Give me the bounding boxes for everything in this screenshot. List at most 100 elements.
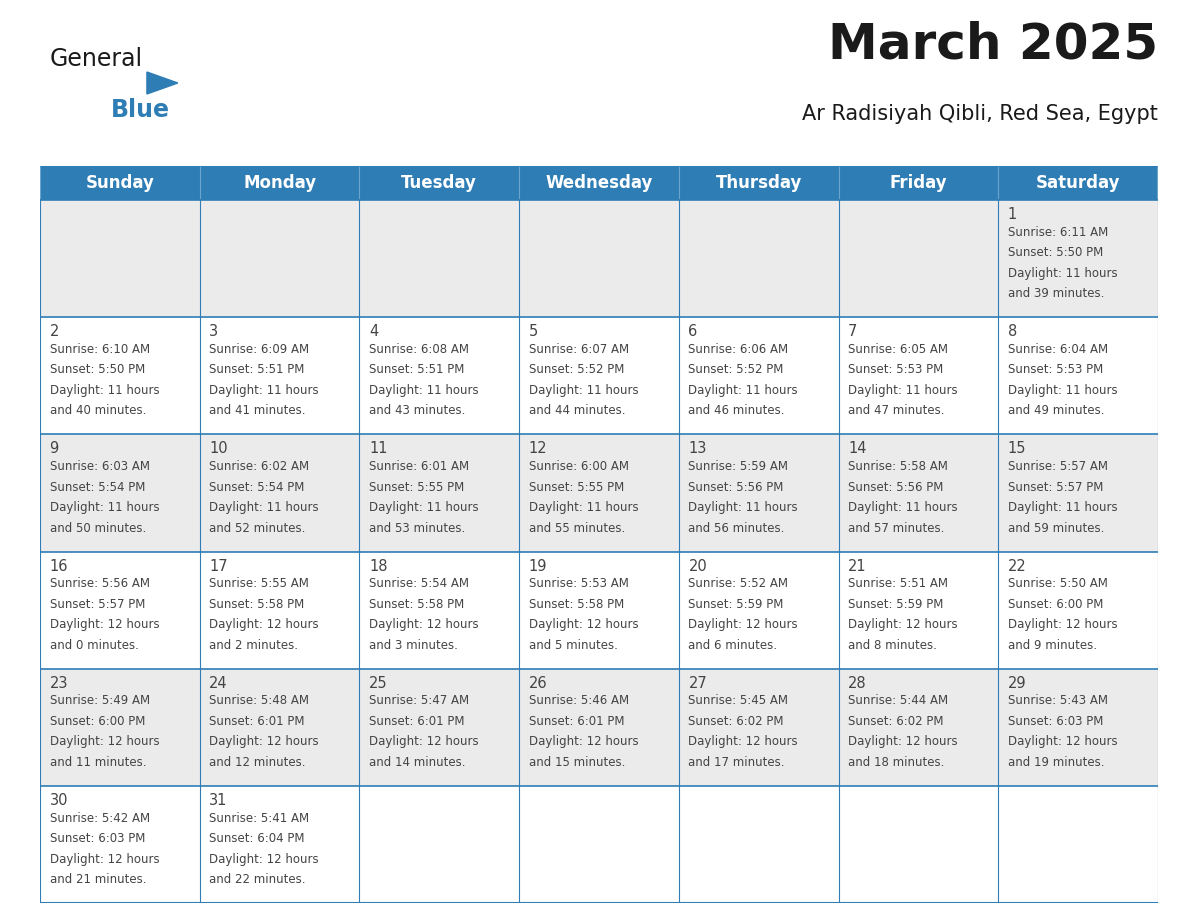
Text: Sunset: 5:56 PM: Sunset: 5:56 PM [688, 481, 784, 494]
Text: Sunset: 5:53 PM: Sunset: 5:53 PM [1007, 364, 1104, 376]
Bar [200, 200, 360, 317]
Text: Daylight: 11 hours: Daylight: 11 hours [50, 501, 159, 514]
Text: Sunrise: 5:53 AM: Sunrise: 5:53 AM [529, 577, 628, 590]
Text: Sunrise: 6:01 AM: Sunrise: 6:01 AM [369, 460, 469, 473]
Text: and 49 minutes.: and 49 minutes. [1007, 405, 1105, 418]
Bar [40, 668, 200, 786]
Text: 27: 27 [688, 676, 707, 690]
Text: Sunset: 6:02 PM: Sunset: 6:02 PM [688, 715, 784, 728]
Bar [519, 166, 678, 200]
Text: Daylight: 11 hours: Daylight: 11 hours [848, 501, 958, 514]
Bar [998, 786, 1158, 903]
Text: 3: 3 [209, 324, 219, 339]
Text: Sunset: 5:56 PM: Sunset: 5:56 PM [848, 481, 943, 494]
Text: Sunrise: 6:11 AM: Sunrise: 6:11 AM [1007, 226, 1108, 239]
Text: and 8 minutes.: and 8 minutes. [848, 639, 937, 652]
Bar [360, 317, 519, 434]
Bar [839, 668, 998, 786]
Text: 12: 12 [529, 442, 548, 456]
Text: 1: 1 [1007, 207, 1017, 222]
Bar [678, 166, 839, 200]
Text: and 11 minutes.: and 11 minutes. [50, 756, 146, 769]
Text: Sunset: 5:59 PM: Sunset: 5:59 PM [848, 598, 943, 610]
Text: Daylight: 11 hours: Daylight: 11 hours [1007, 267, 1118, 280]
Text: Sunset: 5:58 PM: Sunset: 5:58 PM [209, 598, 304, 610]
Text: Sunset: 5:51 PM: Sunset: 5:51 PM [209, 364, 304, 376]
Bar [200, 552, 360, 668]
Text: and 59 minutes.: and 59 minutes. [1007, 521, 1104, 534]
Text: and 57 minutes.: and 57 minutes. [848, 521, 944, 534]
Bar [360, 668, 519, 786]
Text: and 9 minutes.: and 9 minutes. [1007, 639, 1097, 652]
Bar [519, 786, 678, 903]
Text: Sunrise: 5:57 AM: Sunrise: 5:57 AM [1007, 460, 1108, 473]
Bar [40, 434, 200, 552]
Bar [678, 200, 839, 317]
Text: 4: 4 [369, 324, 378, 339]
Text: Sunset: 5:55 PM: Sunset: 5:55 PM [369, 481, 465, 494]
Bar [519, 552, 678, 668]
Text: and 50 minutes.: and 50 minutes. [50, 521, 146, 534]
Text: Thursday: Thursday [715, 174, 802, 192]
Text: Daylight: 12 hours: Daylight: 12 hours [688, 619, 798, 632]
Text: Sunset: 6:04 PM: Sunset: 6:04 PM [209, 832, 305, 845]
Text: and 40 minutes.: and 40 minutes. [50, 405, 146, 418]
Text: Sunset: 5:50 PM: Sunset: 5:50 PM [1007, 246, 1104, 259]
Bar [839, 166, 998, 200]
Bar [678, 786, 839, 903]
Text: Sunrise: 6:02 AM: Sunrise: 6:02 AM [209, 460, 309, 473]
Text: Sunset: 5:52 PM: Sunset: 5:52 PM [688, 364, 784, 376]
Text: Sunrise: 5:44 AM: Sunrise: 5:44 AM [848, 694, 948, 708]
Bar [839, 786, 998, 903]
Bar [839, 200, 998, 317]
Text: Daylight: 11 hours: Daylight: 11 hours [209, 384, 318, 397]
Text: Sunrise: 5:41 AM: Sunrise: 5:41 AM [209, 812, 309, 824]
Bar [839, 317, 998, 434]
Bar [40, 786, 200, 903]
Text: and 39 minutes.: and 39 minutes. [1007, 287, 1104, 300]
Text: Tuesday: Tuesday [402, 174, 478, 192]
Text: and 53 minutes.: and 53 minutes. [369, 521, 466, 534]
Text: Friday: Friday [890, 174, 947, 192]
Bar [360, 434, 519, 552]
Text: Daylight: 12 hours: Daylight: 12 hours [848, 619, 958, 632]
Text: 20: 20 [688, 558, 707, 574]
Text: and 52 minutes.: and 52 minutes. [209, 521, 305, 534]
Text: 13: 13 [688, 442, 707, 456]
Text: 23: 23 [50, 676, 68, 690]
Text: 8: 8 [1007, 324, 1017, 339]
Text: 31: 31 [209, 793, 228, 808]
Text: Sunrise: 6:00 AM: Sunrise: 6:00 AM [529, 460, 628, 473]
Text: Sunrise: 6:09 AM: Sunrise: 6:09 AM [209, 343, 309, 356]
Text: Daylight: 12 hours: Daylight: 12 hours [209, 619, 318, 632]
Text: Sunset: 6:03 PM: Sunset: 6:03 PM [1007, 715, 1104, 728]
Text: March 2025: March 2025 [828, 21, 1158, 69]
Bar [998, 434, 1158, 552]
Text: Monday: Monday [244, 174, 316, 192]
Text: Sunset: 5:57 PM: Sunset: 5:57 PM [1007, 481, 1104, 494]
Text: and 0 minutes.: and 0 minutes. [50, 639, 139, 652]
Text: Sunset: 6:01 PM: Sunset: 6:01 PM [209, 715, 305, 728]
Text: Daylight: 11 hours: Daylight: 11 hours [688, 501, 798, 514]
Text: and 6 minutes.: and 6 minutes. [688, 639, 777, 652]
Text: Daylight: 12 hours: Daylight: 12 hours [1007, 619, 1118, 632]
Polygon shape [147, 72, 178, 94]
Text: Daylight: 12 hours: Daylight: 12 hours [369, 735, 479, 748]
Bar [678, 552, 839, 668]
Text: and 55 minutes.: and 55 minutes. [529, 521, 625, 534]
Text: Sunrise: 6:03 AM: Sunrise: 6:03 AM [50, 460, 150, 473]
Text: Sunrise: 5:58 AM: Sunrise: 5:58 AM [848, 460, 948, 473]
Text: Sunrise: 5:55 AM: Sunrise: 5:55 AM [209, 577, 309, 590]
Bar [998, 552, 1158, 668]
Text: Sunrise: 6:07 AM: Sunrise: 6:07 AM [529, 343, 628, 356]
Bar [678, 668, 839, 786]
Text: 30: 30 [50, 793, 68, 808]
Bar [200, 166, 360, 200]
Text: 16: 16 [50, 558, 68, 574]
Text: Blue: Blue [112, 98, 170, 122]
Text: Daylight: 12 hours: Daylight: 12 hours [50, 735, 159, 748]
Bar [998, 317, 1158, 434]
Text: General: General [50, 47, 143, 71]
Text: 18: 18 [369, 558, 387, 574]
Text: Sunset: 6:00 PM: Sunset: 6:00 PM [1007, 598, 1104, 610]
